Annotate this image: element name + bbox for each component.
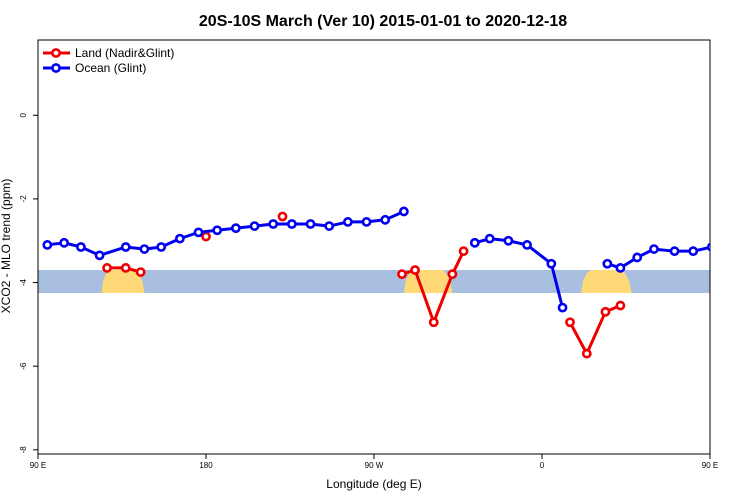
legend-ocean-marker: [51, 63, 61, 73]
land-data-point: [565, 317, 575, 328]
land-band: [581, 270, 632, 293]
ocean-data-point: [305, 219, 316, 229]
ocean-data-point: [602, 258, 613, 269]
ocean-data-point: [746, 243, 750, 250]
y-tick-label: -4: [19, 278, 28, 286]
ocean-data-point: [688, 246, 699, 257]
ocean-data-point: [484, 233, 495, 244]
ocean-data-point: [546, 258, 557, 269]
x-axis-label: Longitude (deg E): [326, 477, 421, 491]
x-axis: 90 E 180 90 W 0 90 E: [30, 454, 718, 470]
ocean-data-point: [361, 217, 372, 227]
ocean-data-point: [59, 237, 70, 248]
ocean-data-point: [469, 237, 480, 248]
land-data-point: [447, 269, 458, 280]
ocean-data-point: [120, 242, 131, 252]
x-tick-label: 90 E: [702, 461, 718, 470]
land-series-line: [568, 304, 621, 356]
ocean-data-point: [193, 227, 204, 238]
legend-land-label: Land (Nadir&Glint): [75, 46, 174, 60]
y-tick-label: -8: [19, 446, 28, 454]
ocean-data-point: [615, 263, 626, 273]
ocean-data-point: [649, 244, 659, 254]
land-data-point: [102, 263, 112, 273]
ocean-data-point: [669, 246, 680, 257]
y-axis: 0 -2 -4 -6 -8: [19, 112, 38, 453]
ocean-data-point: [398, 206, 409, 217]
land-data-point: [410, 265, 420, 275]
chart-title: 20S-10S March (Ver 10) 2015-01-01 to 202…: [199, 13, 567, 30]
ocean-data-point: [94, 250, 105, 261]
land-data-point: [277, 211, 288, 222]
legend-land-marker: [51, 48, 61, 58]
ocean-data-point: [706, 242, 710, 252]
land-band: [101, 270, 145, 293]
ocean-data-point: [76, 242, 86, 252]
land-data-point: [428, 317, 439, 328]
y-axis-label: XCO2 - MLO trend (ppm): [0, 179, 13, 314]
ocean-data-point: [522, 240, 532, 250]
ocean-data-point: [632, 252, 643, 263]
ocean-data-point: [139, 244, 150, 254]
land-data-point: [581, 348, 592, 359]
ocean-data-point: [249, 221, 260, 231]
series-layer: [42, 206, 750, 359]
x-tick-label: 90 E: [30, 461, 46, 470]
land-ocean-band: [38, 270, 710, 293]
land-data-point: [120, 263, 131, 273]
ocean-band: [38, 270, 710, 293]
legend: Land (Nadir&Glint)Ocean (Glint): [43, 46, 174, 75]
ocean-data-point: [286, 219, 297, 229]
land-data-point: [397, 269, 407, 280]
x-tick-label: 90 W: [365, 461, 384, 470]
ocean-data-point: [156, 242, 167, 252]
ocean-data-point: [557, 302, 568, 313]
land-data-point: [201, 231, 211, 242]
ocean-data-point: [727, 239, 734, 246]
ocean-data-point: [342, 217, 353, 227]
land-data-point: [458, 246, 469, 257]
ocean-data-point: [268, 219, 279, 229]
ocean-data-point: [380, 214, 391, 225]
ocean-data-point: [42, 240, 53, 250]
ocean-data-point: [324, 221, 335, 231]
ocean-data-point: [212, 225, 223, 236]
y-tick-label: -2: [19, 195, 28, 203]
x-tick-label: 0: [540, 461, 545, 470]
ocean-data-point: [503, 235, 514, 246]
y-tick-label: -6: [19, 362, 28, 370]
x-tick-label: 180: [199, 461, 213, 470]
y-tick-label: 0: [19, 112, 28, 117]
land-data-point: [615, 300, 626, 311]
land-data-point: [135, 267, 146, 277]
land-data-point: [600, 306, 611, 317]
ocean-data-point: [230, 223, 241, 234]
ocean-data-point: [174, 233, 185, 244]
legend-ocean-label: Ocean (Glint): [75, 61, 146, 75]
